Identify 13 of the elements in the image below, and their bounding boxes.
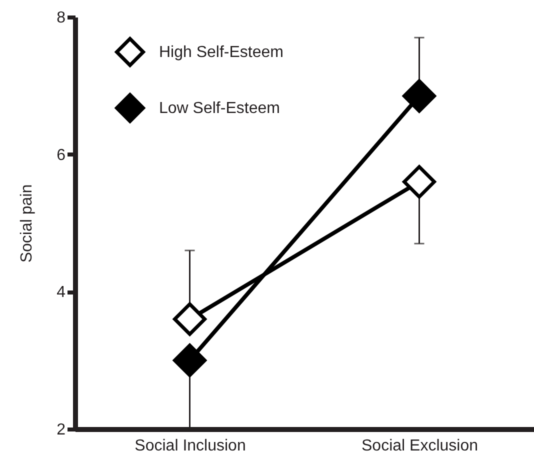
y-axis-title: Social pain: [18, 184, 36, 263]
y-tick-label: 8: [56, 10, 66, 26]
point: [173, 302, 206, 336]
y-tick-label: 4: [56, 284, 66, 302]
legend-label: High Self-Esteem: [159, 44, 284, 61]
x-tick-label: Social Exclusion: [362, 438, 478, 454]
point: [402, 165, 436, 199]
x-tick-label: Social Inclusion: [134, 438, 246, 454]
legend-label: Low Self-Esteem: [159, 100, 280, 117]
y-tick-label: 6: [56, 146, 66, 164]
point: [173, 344, 206, 378]
y-tick-label: 2: [56, 422, 66, 438]
point: [402, 79, 436, 113]
